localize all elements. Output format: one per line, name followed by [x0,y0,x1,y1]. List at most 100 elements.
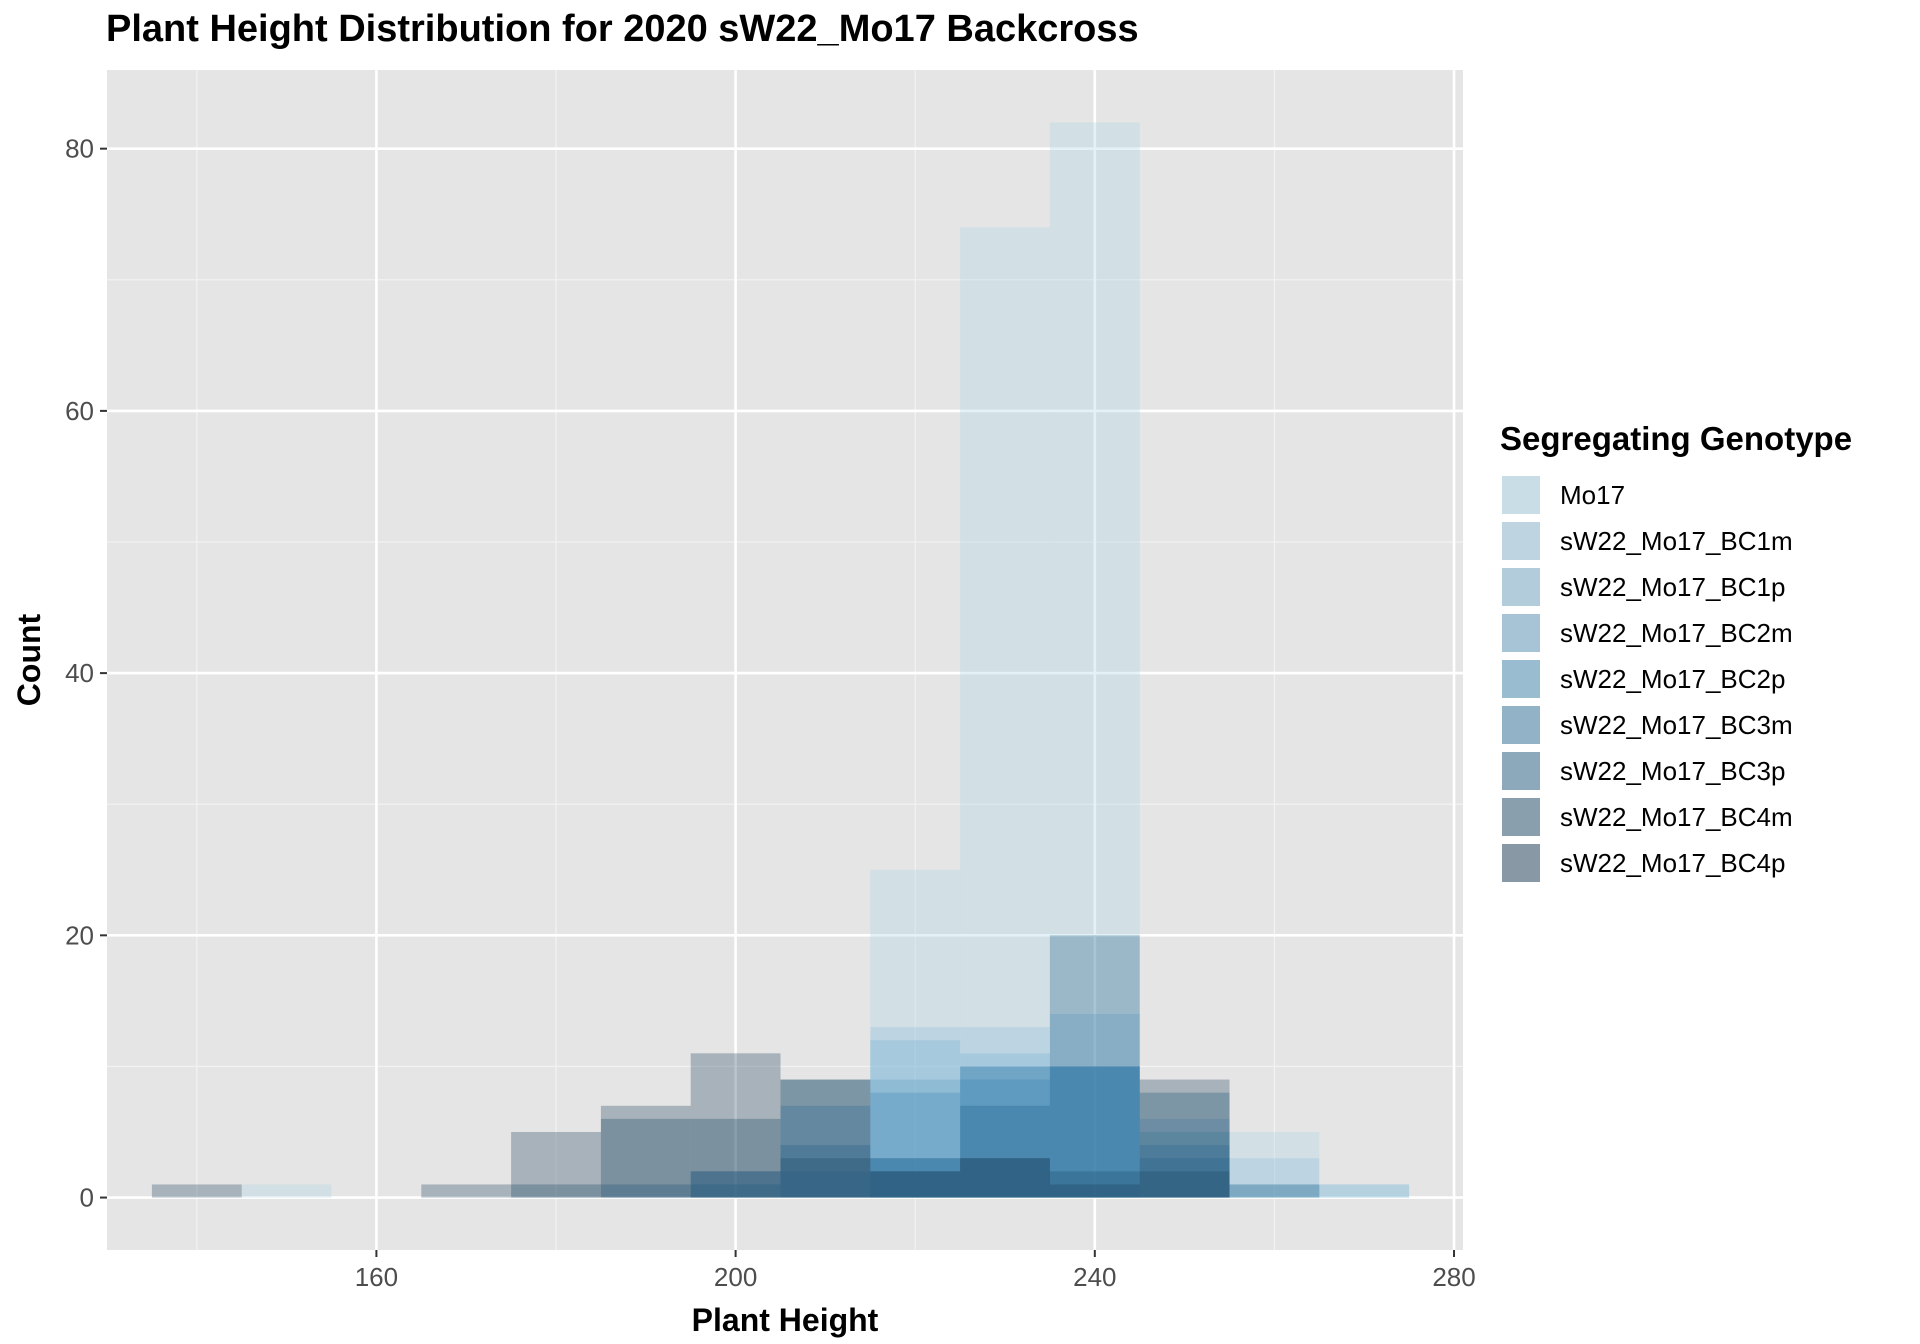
legend-swatch [1502,660,1540,698]
legend-label: sW22_Mo17_BC4p [1560,847,1786,878]
histogram-bar [1319,1184,1410,1198]
histogram-bar [1229,1158,1320,1198]
legend-swatch [1502,476,1540,514]
histogram-bar [870,1040,961,1198]
histogram-bar [870,1092,961,1198]
histogram-bar [1049,1066,1140,1198]
histogram-bar [151,1184,242,1198]
y-tick-label: 20 [65,920,94,950]
legend-item: sW22_Mo17_BC1p [1500,564,1852,610]
histogram-bar [870,869,961,1198]
legend-swatch [1502,614,1540,652]
legend-key [1500,520,1542,562]
histogram-bar [780,1171,871,1198]
histogram-bar [511,1132,601,1198]
legend-key [1500,658,1542,700]
histogram-bar [960,1053,1050,1198]
histogram-bar [600,1118,691,1198]
x-tick-label: 160 [355,1262,398,1292]
histogram-bar [960,227,1050,1198]
y-tick-label: 60 [65,396,94,426]
grid-lines [107,70,1463,1250]
x-axis-title: Plant Height [692,1302,879,1338]
histogram-bar [1139,1118,1230,1198]
legend-key [1500,704,1542,746]
legend-swatch [1502,568,1540,606]
histogram-bar [780,1158,871,1198]
plot-panel [107,70,1463,1250]
histogram-bar [870,1171,961,1198]
legend-key [1500,612,1542,654]
legend-item: sW22_Mo17_BC3p [1500,748,1852,794]
legend-swatch [1502,798,1540,836]
histogram-bar [1139,1079,1230,1198]
legend-label: sW22_Mo17_BC2m [1560,617,1793,648]
histogram-bar [870,1158,961,1198]
histogram-bar [1049,935,1140,1198]
histogram-bar [690,1118,781,1198]
y-tick-label: 40 [65,658,94,688]
histogram-bar [1049,1014,1140,1198]
legend-item: sW22_Mo17_BC4m [1500,794,1852,840]
legend-key [1500,474,1542,516]
y-axis-title: Count [11,613,47,706]
legend-label: sW22_Mo17_BC1m [1560,525,1793,556]
legend-item: sW22_Mo17_BC4p [1500,840,1852,886]
histogram-bar [960,1079,1050,1198]
y-tick-label: 80 [65,134,94,164]
histogram-bar [1049,1171,1140,1198]
y-tick-label: 0 [80,1183,94,1213]
histogram-bar [780,1079,871,1198]
histogram-bar [511,1184,601,1198]
histogram-bar [870,1027,961,1198]
histogram-bar [1049,1066,1140,1198]
histogram-bar [1139,1158,1230,1198]
x-tick-label: 280 [1432,1262,1475,1292]
histogram-bar [1049,1184,1140,1198]
histogram-bar [1139,1171,1230,1198]
legend-title: Segregating Genotype [1500,420,1853,457]
legend-label: Mo17 [1560,479,1626,510]
histogram-bar [1229,1132,1320,1198]
legend-item: sW22_Mo17_BC2p [1500,656,1852,702]
legend-label: sW22_Mo17_BC2p [1560,663,1786,694]
legend-item: sW22_Mo17_BC2m [1500,610,1852,656]
histogram-bar [960,1158,1050,1198]
x-tick-label: 240 [1073,1262,1116,1292]
histogram-bar [421,1184,512,1198]
histogram-bar [780,1079,871,1198]
histogram-bar [870,1079,961,1198]
legend-item: sW22_Mo17_BC3m [1500,702,1852,748]
legend-swatch [1502,844,1540,882]
histogram-bar [600,1184,691,1198]
legend-label: sW22_Mo17_BC1p [1560,571,1786,602]
histogram-bars [151,122,1410,1198]
x-tick-label: 200 [714,1262,757,1292]
legend-item: Mo17 [1500,472,1852,518]
histogram-bar [241,1184,332,1198]
axes: 160 200 240 280 0 20 40 60 80 [65,134,1476,1292]
histogram-bar [1229,1184,1320,1198]
legend-label: sW22_Mo17_BC3p [1560,755,1786,786]
histogram-bar [870,1171,961,1198]
histogram-bar [1049,1066,1140,1198]
chart-title: Plant Height Distribution for 2020 sW22_… [106,8,1139,50]
legend-label: sW22_Mo17_BC3m [1560,709,1793,740]
histogram-bar [1139,1132,1230,1198]
histogram-bar [1139,1145,1230,1198]
histogram-bar [600,1105,691,1198]
legend-swatch [1502,706,1540,744]
legend-key [1500,750,1542,792]
histogram-bar [960,1027,1050,1198]
legend-key [1500,796,1542,838]
histogram-bar [960,1105,1050,1198]
histogram-bar [1049,1066,1140,1198]
histogram-bar [1319,1184,1410,1198]
histogram-bar [690,1171,781,1198]
legend-key [1500,566,1542,608]
histogram-bar [690,1184,781,1198]
histogram-bar [870,1158,961,1198]
histogram-bar [1229,1184,1320,1198]
histogram-bar [1049,122,1140,1198]
